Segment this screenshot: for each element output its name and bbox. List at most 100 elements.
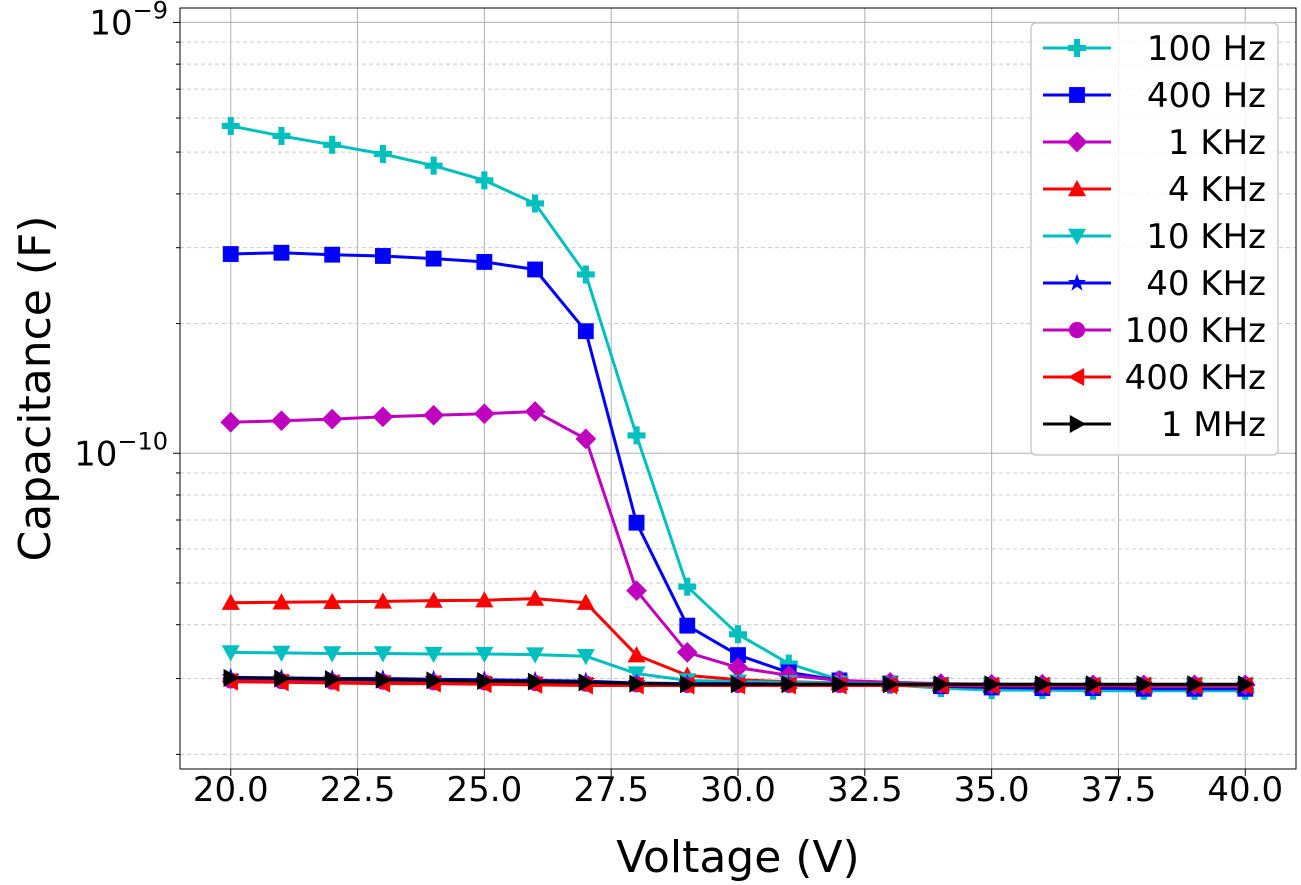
data-point-1-mhz (730, 675, 747, 694)
data-point-100-hz (526, 194, 545, 213)
data-point-100-hz (678, 577, 697, 596)
axis-ticks: 20.0 22.5 25.0 27.5 30.0 32.5 35.0 37.5 40.0 10−1… (74, 0, 1283, 810)
legend-label: 1 KHz (1168, 123, 1266, 163)
data-point-1-mhz (426, 671, 443, 690)
x-tick-label: 20.0 (193, 770, 269, 810)
x-tick-label: 35.0 (954, 770, 1030, 810)
data-point-100-hz (323, 135, 342, 154)
legend-marker (1069, 415, 1086, 433)
data-point-1-mhz (477, 672, 494, 691)
data-point-1-mhz (1136, 675, 1153, 694)
legend-label: 40 KHz (1146, 264, 1266, 304)
legend-marker (1068, 368, 1085, 386)
legend-item-4-khz: 4 KHz (1043, 170, 1266, 210)
legend-marker (1068, 39, 1086, 57)
x-tick-label: 32.5 (827, 770, 903, 810)
data-point-1-mhz (781, 675, 798, 694)
data-point-4-khz (221, 593, 240, 610)
data-point-400-hz (476, 254, 493, 270)
data-point-1-mhz (223, 668, 240, 687)
data-point-1-mhz (274, 669, 291, 688)
data-point-4-khz (323, 592, 342, 610)
data-point-10-khz (424, 646, 443, 664)
data-point-1-mhz (882, 675, 900, 694)
data-series (220, 116, 1256, 700)
data-point-400-hz (577, 323, 594, 340)
data-point-400-hz (527, 261, 544, 278)
data-point-10-khz (373, 646, 392, 663)
data-point-400-hz (273, 244, 290, 261)
data-point-1-mhz (1187, 675, 1204, 694)
x-tick-label: 30.0 (700, 770, 776, 810)
data-point-1-khz (575, 428, 597, 450)
data-point-400-hz (628, 514, 645, 531)
data-point-100-hz (373, 144, 392, 163)
x-tick-label: 27.5 (573, 770, 649, 810)
data-point-1-mhz (629, 674, 646, 693)
data-point-100-hz (627, 426, 646, 445)
y-tick-label: 10−9 (89, 0, 168, 43)
legend-item-100-hz: 100 Hz (1043, 29, 1266, 69)
data-point-100-hz (779, 654, 798, 673)
legend-item-10-khz: 10 KHz (1043, 217, 1266, 257)
data-point-1-khz (271, 410, 292, 432)
x-axis-label: Voltage (V) (616, 832, 859, 883)
legend-marker (1069, 87, 1085, 103)
legend-label: 100 Hz (1147, 29, 1266, 69)
data-point-400-hz (222, 246, 239, 262)
data-point-1-mhz (527, 672, 545, 691)
data-point-100-hz (576, 265, 595, 284)
legend-item-100-khz: 100 KHz (1043, 311, 1266, 351)
data-point-1-mhz (1238, 675, 1255, 694)
x-tick-label: 25.0 (447, 770, 523, 810)
data-point-400-hz (679, 617, 696, 634)
data-point-400-hz (730, 647, 746, 664)
series-1-mhz (223, 668, 1255, 694)
data-point-100-hz (272, 126, 291, 145)
legend-label: 1 MHz (1161, 405, 1266, 445)
x-tick-label: 40.0 (1207, 770, 1283, 810)
data-point-1-mhz (1035, 675, 1052, 694)
data-point-1-mhz (1085, 675, 1103, 694)
data-point-4-khz (272, 593, 291, 610)
data-point-400-hz (374, 248, 391, 264)
legend-marker (1068, 321, 1086, 339)
legend-item-1-khz: 1 KHz (1043, 123, 1266, 163)
data-point-1-mhz (324, 670, 342, 689)
data-point-100-hz (475, 171, 494, 190)
data-point-10-khz (475, 646, 494, 664)
legend-box (1030, 22, 1279, 456)
data-point-100-hz (221, 116, 240, 135)
legend-item-400-khz: 400 KHz (1043, 358, 1266, 398)
legend-item-1-mhz: 1 MHz (1043, 405, 1266, 445)
data-point-400-hz (425, 250, 442, 267)
legend-label: 4 KHz (1168, 170, 1266, 210)
y-tick-label: 10−10 (74, 427, 168, 474)
data-point-1-mhz (375, 670, 392, 689)
data-point-4-khz (373, 592, 392, 609)
data-point-1-khz (321, 408, 343, 430)
data-point-100-hz (424, 156, 443, 175)
data-point-1-mhz (984, 675, 1001, 694)
data-point-1-mhz (578, 673, 595, 692)
x-tick-label: 37.5 (1081, 770, 1157, 810)
x-tick-label: 22.5 (320, 770, 396, 810)
legend-label: 100 KHz (1125, 311, 1266, 351)
data-point-1-khz (676, 642, 698, 663)
data-point-4-khz (475, 591, 494, 608)
data-point-1-khz (626, 580, 647, 601)
legend-item-400-hz: 400 Hz (1043, 76, 1266, 116)
data-point-1-khz (423, 404, 444, 426)
legend-marker (1068, 273, 1086, 291)
data-point-10-khz (272, 645, 291, 662)
y-axis-label: Capacitance (F) (10, 216, 61, 562)
data-point-1-mhz (933, 675, 950, 694)
legend: 100 Hz 400 Hz 1 KHz 4 KHz 10 KHz 40 KHz 100 KH… (1030, 22, 1279, 456)
data-point-4-khz (576, 593, 595, 610)
data-point-10-khz (576, 649, 595, 666)
data-point-1-mhz (680, 675, 697, 694)
data-point-4-khz (424, 591, 443, 608)
data-point-1-khz (220, 411, 242, 433)
data-point-1-khz (727, 657, 749, 678)
data-point-10-khz (221, 645, 240, 662)
